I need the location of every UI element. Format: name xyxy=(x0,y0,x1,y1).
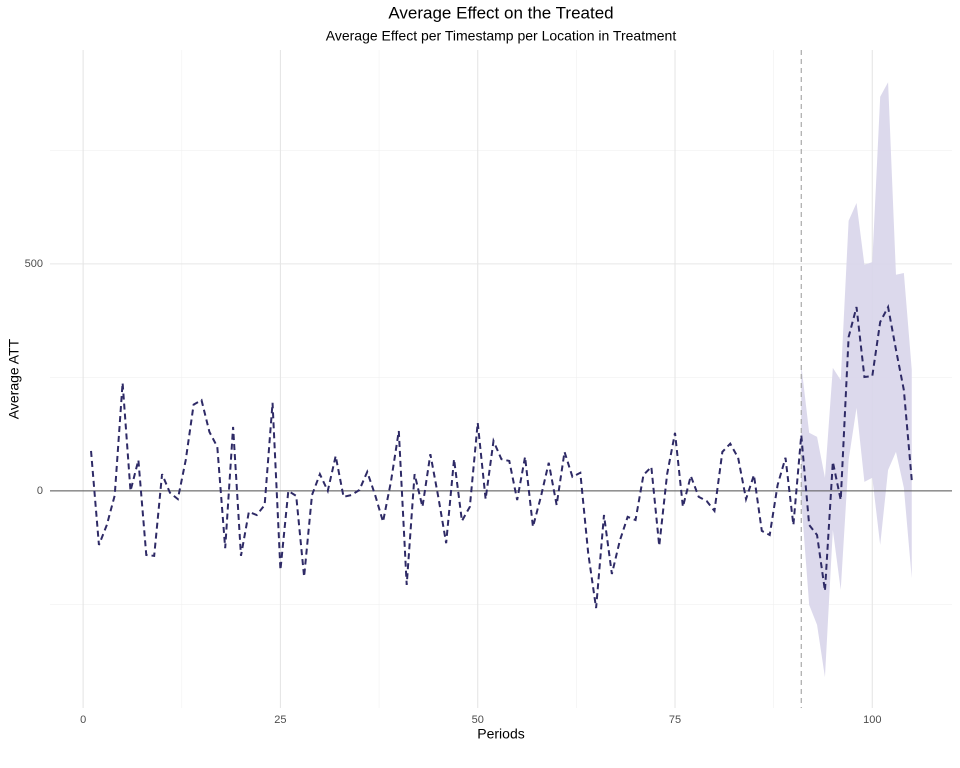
confidence-band xyxy=(801,82,912,678)
x-tick-label: 100 xyxy=(863,714,881,726)
y-tick-label: 500 xyxy=(25,258,43,270)
y-axis-label: Average ATT xyxy=(6,338,22,419)
y-tick-label: 0 xyxy=(37,485,43,497)
x-tick-label: 75 xyxy=(669,714,681,726)
x-tick-label: 50 xyxy=(472,714,484,726)
chart-subtitle: Average Effect per Timestamp per Locatio… xyxy=(326,28,677,44)
x-axis-label: Periods xyxy=(477,726,524,742)
x-tick-label: 25 xyxy=(274,714,286,726)
att-line xyxy=(90,304,913,609)
chart-title: Average Effect on the Treated xyxy=(388,3,613,22)
x-tick-label: 0 xyxy=(80,714,86,726)
